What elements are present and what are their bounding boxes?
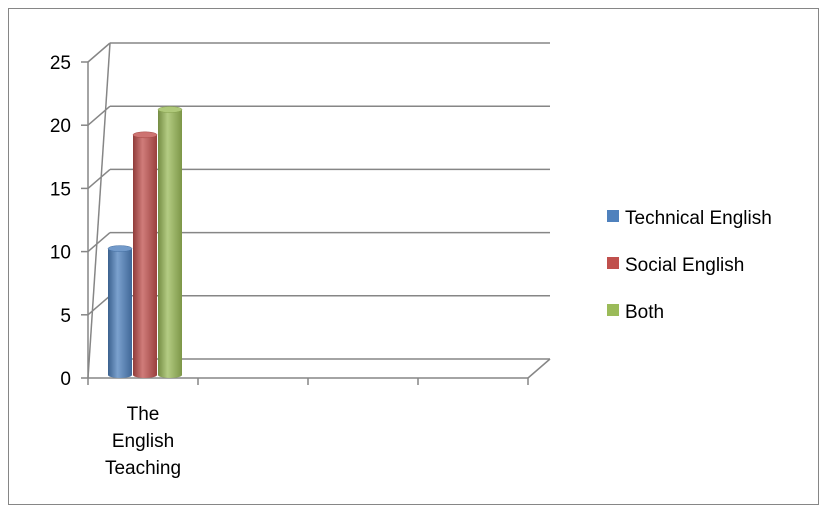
y-tick-label: 0 bbox=[60, 369, 71, 390]
x-category-label: The bbox=[127, 404, 160, 425]
x-category-label: English bbox=[112, 431, 174, 452]
bar-top bbox=[132, 131, 158, 139]
y-tick-label: 10 bbox=[50, 243, 71, 264]
legend-label: Technical English bbox=[625, 208, 772, 229]
legend-label: Social English bbox=[625, 255, 744, 276]
axes bbox=[81, 42, 551, 385]
gridline-depth bbox=[87, 232, 111, 253]
bar-top bbox=[107, 245, 133, 252]
legend-swatch bbox=[607, 304, 619, 316]
gridline-depth bbox=[87, 42, 111, 63]
legend-swatch bbox=[607, 257, 619, 269]
y-tick-label: 15 bbox=[50, 179, 71, 200]
gridlines bbox=[87, 42, 550, 316]
bar bbox=[133, 134, 157, 378]
bars bbox=[107, 106, 183, 378]
gridline-depth bbox=[87, 105, 111, 126]
floor-right-edge bbox=[527, 358, 551, 379]
x-category-label: Teaching bbox=[105, 458, 181, 479]
y-tick-label: 20 bbox=[50, 116, 71, 137]
bar-top bbox=[157, 106, 183, 113]
legend-label: Both bbox=[625, 302, 664, 323]
legend-swatch bbox=[607, 210, 619, 222]
x-tick-labels: The English Teaching bbox=[105, 404, 181, 479]
gridline-depth bbox=[87, 168, 111, 189]
bar bbox=[158, 109, 182, 378]
legend: Technical English Social English Both bbox=[607, 208, 772, 323]
y-axis-depth bbox=[87, 42, 111, 379]
gridline-depth bbox=[87, 295, 111, 316]
y-tick-labels: 0 5 10 15 20 25 bbox=[50, 53, 71, 390]
y-tick-label: 5 bbox=[60, 306, 71, 327]
y-tick-label: 25 bbox=[50, 53, 71, 74]
bar bbox=[108, 248, 132, 378]
